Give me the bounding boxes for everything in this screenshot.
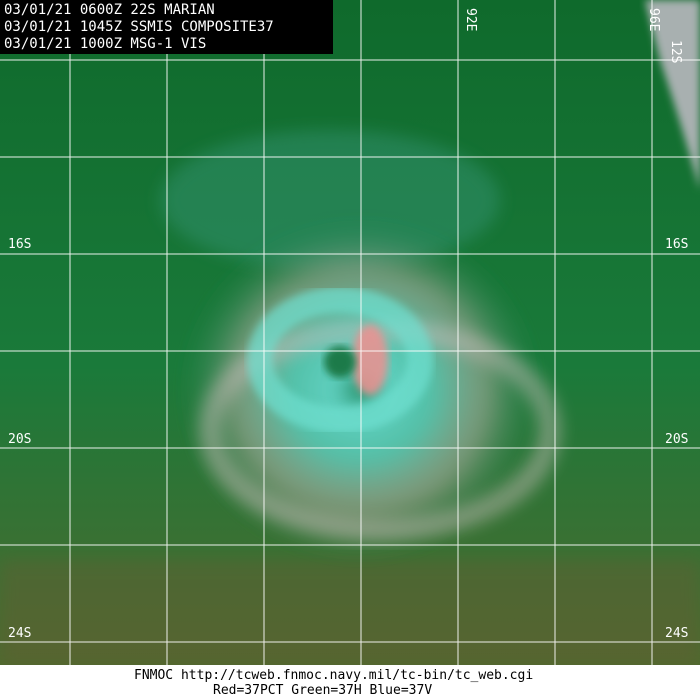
- lat-label: 24S: [665, 626, 688, 641]
- header-line: 03/01/21 1045Z SSMIS COMPOSITE37: [4, 19, 274, 35]
- lon-label: 92E: [463, 8, 478, 31]
- lat-label: 24S: [8, 626, 31, 641]
- lat-label: 16S: [665, 237, 688, 252]
- header-box: [0, 0, 333, 54]
- lat-label: 12S: [668, 40, 683, 63]
- lon-label: 96E: [646, 8, 661, 31]
- lat-label: 16S: [8, 237, 31, 252]
- footer-channels: Red=37PCT Green=37H Blue=37V: [213, 683, 432, 698]
- grid: [0, 0, 700, 665]
- lat-label: 20S: [665, 432, 688, 447]
- header-line: 03/01/21 1000Z MSG-1 VIS: [4, 36, 206, 52]
- header-line: 03/01/21 0600Z 22S MARIAN: [4, 2, 215, 18]
- footer-source: FNMOC http://tcweb.fnmoc.navy.mil/tc-bin…: [134, 668, 533, 683]
- lat-label: 20S: [8, 432, 31, 447]
